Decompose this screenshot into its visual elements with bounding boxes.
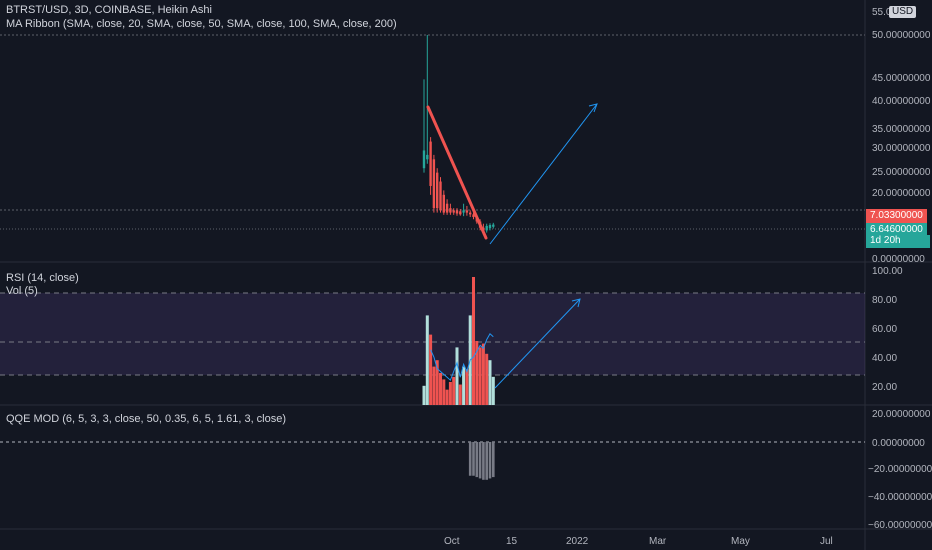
price-tick-label: 40.00000000 [872, 96, 931, 107]
currency-badge[interactable]: USD [889, 6, 917, 18]
volume-bar [432, 366, 436, 405]
candle-body [426, 154, 429, 160]
candle-body [485, 225, 488, 231]
qqe-bar [485, 442, 488, 480]
time-axis[interactable]: Oct 15 2022 Mar May Jul [444, 536, 833, 547]
volume-bar [445, 389, 449, 405]
candle-body [445, 203, 449, 213]
rsi-projection-arrowhead [571, 298, 581, 308]
volume-bar [435, 360, 439, 405]
rsi-band [0, 293, 865, 375]
rsi-tick-label: 80.00 [872, 295, 897, 306]
candle-body [492, 224, 495, 227]
volume-bar [452, 376, 456, 405]
time-tick-label: Oct [444, 536, 460, 547]
volume-bar [475, 341, 479, 405]
volume-bar [439, 373, 442, 405]
volume-bar [488, 360, 492, 405]
candle-body [459, 211, 462, 215]
rsi-indicator-label[interactable]: RSI (14, close) [6, 272, 79, 284]
qqe-bar [468, 442, 472, 476]
time-tick-label: Mar [649, 536, 667, 547]
volume-bar [465, 369, 469, 405]
rsi-line [430, 333, 494, 382]
time-tick-label: 2022 [566, 536, 589, 547]
candle-body [442, 194, 445, 213]
price-tick-label: 20.00000000 [872, 188, 931, 199]
candle-body [439, 181, 442, 211]
qqe-axis[interactable]: 20.00000000 0.00000000 −20.00000000 −40.… [868, 409, 932, 531]
candle-body [469, 212, 472, 215]
qqe-indicator-label[interactable]: QQE MOD (6, 5, 3, 3, close, 50, 0.35, 6,… [6, 413, 287, 425]
volume-bar [455, 347, 459, 405]
symbol-title[interactable]: BTRST/USD, 3D, COINBASE, Heikin Ashi [6, 4, 212, 16]
candle-body [422, 150, 426, 169]
volume-bar [485, 353, 489, 405]
price-tick-label: 45.00000000 [872, 73, 931, 84]
volume-bar [422, 385, 426, 405]
volume-bar [442, 379, 446, 405]
qqe-bars [468, 442, 495, 480]
candle-body [472, 214, 475, 218]
time-tick-label: 15 [506, 536, 518, 547]
volume-bar [462, 366, 466, 405]
candle-body [436, 172, 439, 209]
current-price-tag: 6.64600000 [866, 223, 927, 236]
price-tick-label: 30.00000000 [872, 143, 931, 154]
price-tick-label: 50.00000000 [872, 30, 931, 41]
rsi-tick-label: 60.00 [872, 324, 897, 335]
projection-arrow[interactable] [489, 103, 598, 245]
candles [422, 35, 495, 235]
rsi-tick-label: 40.00 [872, 353, 897, 364]
rsi-tick-label: 100.00 [872, 266, 903, 277]
projection-arrowhead [588, 103, 598, 113]
qqe-tick-label: −40.00000000 [868, 492, 932, 503]
volume-bar [491, 376, 495, 405]
volume-bar [448, 381, 452, 405]
bar-countdown: 1d 20h [866, 235, 930, 248]
qqe-tick-label: −60.00000000 [868, 520, 932, 531]
volume-bar [472, 277, 475, 405]
rsi-projection-arrow[interactable] [494, 298, 581, 389]
qqe-tick-label: 20.00000000 [872, 409, 931, 420]
rsi-series [430, 333, 494, 382]
volume-bar [425, 315, 429, 405]
rsi-tick-label: 20.00 [872, 382, 897, 393]
qqe-bar [478, 442, 482, 479]
candle-body [449, 208, 452, 213]
downtrend-line[interactable] [426, 105, 488, 240]
candle-body [452, 210, 455, 213]
price-axis[interactable]: 55.0 50.00000000 45.00000000 40.00000000… [872, 7, 931, 265]
candle-body [429, 141, 432, 186]
qqe-bar [492, 442, 495, 478]
volume-bars [422, 277, 495, 405]
qqe-tick-label: −20.00000000 [868, 464, 932, 475]
volume-bar [481, 343, 485, 405]
qqe-bar [488, 442, 492, 479]
volume-bar [458, 384, 462, 405]
volume-bar [478, 347, 482, 405]
candle-body [455, 210, 459, 214]
price-tick-label: 0.00000000 [872, 254, 925, 265]
qqe-bar [475, 442, 479, 478]
qqe-bar [482, 442, 485, 480]
last-price-tag: 7.03300000 [866, 209, 927, 223]
volume-bar [429, 334, 433, 405]
price-tick-label: 25.00000000 [872, 167, 931, 178]
rsi-axis[interactable]: 100.00 80.00 60.00 40.00 20.00 [872, 266, 903, 393]
qqe-bar [472, 442, 475, 476]
candle-body [462, 210, 465, 213]
volume-indicator-label[interactable]: Vol (5) [6, 285, 38, 297]
time-tick-label: Jul [820, 536, 833, 547]
price-tick-label: 55.0 [872, 7, 892, 18]
candle-body [465, 210, 469, 213]
qqe-tick-label: 0.00000000 [872, 438, 925, 449]
ma-ribbon-label[interactable]: MA Ribbon (SMA, close, 20, SMA, close, 5… [6, 18, 397, 30]
price-tick-label: 35.00000000 [872, 124, 931, 135]
time-tick-label: May [731, 536, 750, 547]
candle-body [432, 159, 436, 209]
candle-body [488, 225, 492, 229]
